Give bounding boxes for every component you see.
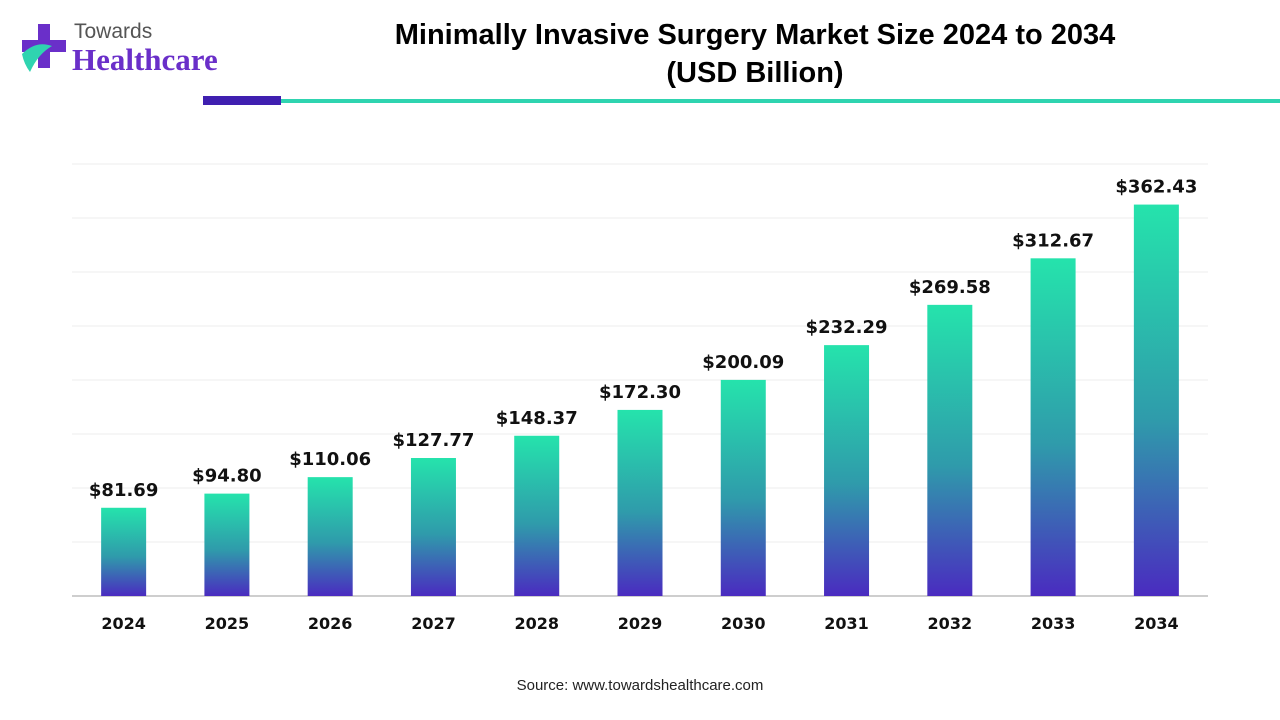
- x-tick-2026: 2026: [308, 614, 353, 633]
- x-tick-2028: 2028: [514, 614, 559, 633]
- value-label-2028: $148.37: [496, 408, 578, 429]
- logo-text-healthcare: Healthcare: [72, 42, 218, 77]
- bar-2031: [824, 345, 870, 596]
- value-labels: $81.69 $94.80 $110.06 $127.77 $148.37 $172.30…: [89, 177, 1197, 501]
- bar-2024: [101, 507, 147, 596]
- logo-text-towards: Towards: [74, 20, 153, 43]
- chart-title-line2: (USD Billion): [666, 57, 844, 89]
- x-tick-2034: 2034: [1134, 614, 1179, 633]
- x-tick-2029: 2029: [618, 614, 663, 633]
- value-label-2033: $312.67: [1012, 230, 1094, 251]
- chart-title: Minimally Invasive Surgery Market Size 2…: [240, 16, 1270, 92]
- bar-2033: [1030, 258, 1076, 596]
- x-tick-2025: 2025: [205, 614, 250, 633]
- x-tick-2024: 2024: [101, 614, 146, 633]
- x-tick-2030: 2030: [721, 614, 766, 633]
- value-label-2029: $172.30: [599, 382, 681, 403]
- towards-healthcare-logo: Towards Healthcare: [18, 18, 248, 90]
- value-label-2032: $269.58: [909, 277, 991, 298]
- value-label-2026: $110.06: [289, 449, 371, 470]
- value-label-2024: $81.69: [89, 480, 158, 501]
- bar-2029: [617, 409, 663, 596]
- medical-cross-icon: [22, 24, 66, 72]
- x-tick-2032: 2032: [928, 614, 973, 633]
- value-label-2030: $200.09: [702, 352, 784, 373]
- bars: [101, 204, 1179, 596]
- x-axis-ticks: 2024 2025 2026 2027 2028 2029 2030 2031 2032 2033…: [101, 614, 1178, 633]
- value-label-2025: $94.80: [192, 466, 261, 487]
- bar-2026: [307, 477, 353, 596]
- header-accent-purple: [203, 96, 281, 105]
- source-note: Source: www.towardshealthcare.com: [516, 677, 764, 694]
- x-tick-2031: 2031: [824, 614, 869, 633]
- bar-2025: [204, 493, 250, 596]
- bar-2030: [720, 379, 766, 596]
- value-label-2027: $127.77: [392, 430, 474, 451]
- value-label-2034: $362.43: [1115, 177, 1197, 198]
- x-tick-2033: 2033: [1031, 614, 1076, 633]
- bar-2027: [410, 458, 456, 596]
- header-accent-teal: [281, 99, 1280, 103]
- chart-title-line1: Minimally Invasive Surgery Market Size 2…: [394, 19, 1116, 51]
- x-tick-2027: 2027: [411, 614, 456, 633]
- value-label-2031: $232.29: [806, 317, 888, 338]
- bar-2028: [514, 435, 560, 596]
- bar-2032: [927, 304, 973, 596]
- bar-2034: [1133, 204, 1179, 596]
